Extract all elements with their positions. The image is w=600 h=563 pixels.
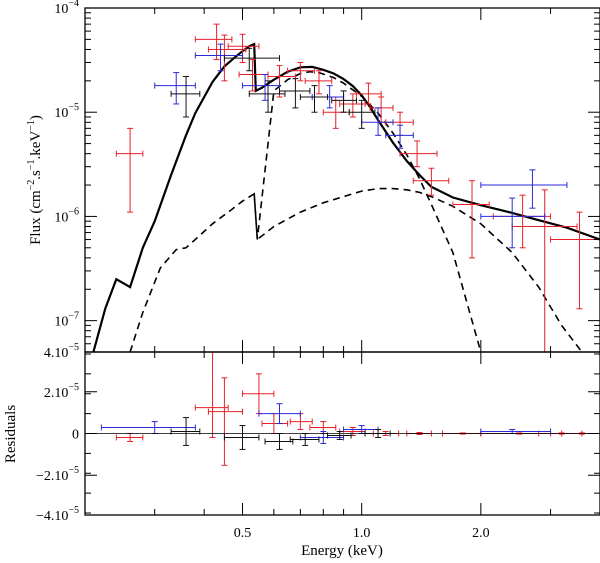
data-point-black-4 <box>299 85 329 113</box>
residuals-y-ticks: 4.10−5 2.10−5 0 −2.10−5 −4.10−5 <box>36 342 600 524</box>
x-tick-label-0: 0.5 <box>234 526 252 541</box>
data-point-black-3 <box>279 78 311 109</box>
data-point-red-7 <box>304 70 333 95</box>
y-tick-label-0: 10−4 <box>54 0 79 17</box>
residual-point-red-1 <box>194 352 229 438</box>
res-y-tick-label-0: 4.10−5 <box>44 342 79 361</box>
residual-point-black-1 <box>223 425 260 450</box>
res-y-tick-label-3: −2.10−5 <box>36 465 79 484</box>
residual-point-red-5 <box>289 413 313 431</box>
data-point-blue-5 <box>385 124 414 149</box>
data-point-blue-7 <box>480 197 546 249</box>
spectrum-y-axis-title: Flux (cm−2.s−1.keV−1) <box>26 115 44 245</box>
res-y-tick-label-1: 2.10−5 <box>44 382 79 401</box>
res-y-tick-label-2: 0 <box>72 428 79 443</box>
residual-point-black-2 <box>264 433 294 450</box>
residuals-y-axis-title: Residuals <box>3 405 19 463</box>
data-point-red-11 <box>369 96 394 123</box>
y-tick-label-1: 10−5 <box>54 102 79 121</box>
residual-point-blue-1 <box>258 403 301 425</box>
residuals-x-ticks <box>84 352 600 515</box>
data-point-red-12 <box>385 111 414 136</box>
model-line-total-model <box>92 42 600 352</box>
data-point-red-14 <box>412 167 450 196</box>
spectrum-frame <box>84 7 600 353</box>
residual-point-black-4 <box>327 431 352 440</box>
residual-point-black-3 <box>289 433 320 446</box>
spectrum-x-ticks <box>84 8 600 352</box>
data-point-red-18 <box>550 211 600 310</box>
spectrum-y-ticks: 10−4 10−5 10−6 10−7 <box>54 0 600 353</box>
data-point-blue-0 <box>154 72 196 105</box>
data-point-red-6 <box>287 61 316 82</box>
data-point-black-0 <box>170 76 201 118</box>
x-axis-title: Energy (keV) <box>301 543 383 559</box>
data-point-red-1 <box>194 23 233 61</box>
data-point-red-13 <box>399 140 438 168</box>
x-tick-labels: 0.5 1.0 2.0 <box>234 526 490 541</box>
spectrum-panel: 10−4 10−5 10−6 10−7 Flux (cm−2.s−1.keV−1) <box>26 0 600 353</box>
y-tick-label-3: 10−7 <box>54 311 79 330</box>
y-tick-label-2: 10−6 <box>54 206 79 225</box>
residual-point-red-2 <box>207 377 244 466</box>
x-tick-label-1: 1.0 <box>353 526 371 541</box>
model-line-cool-component <box>129 70 482 352</box>
data-point-black-5 <box>331 90 357 113</box>
data-point-blue-6 <box>480 169 568 209</box>
residual-point-black-0 <box>170 417 201 446</box>
data-point-red-10 <box>355 82 382 105</box>
data-point-black-1 <box>223 47 281 72</box>
residual-point-red-3 <box>242 373 275 415</box>
data-point-blue-1 <box>194 43 244 72</box>
data-point-red-15 <box>452 180 490 259</box>
model-line-hot-component <box>253 187 583 352</box>
res-y-tick-label-4: −4.10−5 <box>36 505 79 524</box>
data-point-black-6 <box>348 99 376 129</box>
residual-point-red-4 <box>261 413 289 434</box>
data-point-blue-2 <box>242 74 281 101</box>
residual-point-red-0 <box>115 433 144 442</box>
data-point-red-0 <box>115 127 144 213</box>
residuals-panel: 4.10−5 2.10−5 0 −2.10−5 −4.10−5 Residuals <box>3 342 600 524</box>
data-point-red-3 <box>227 33 260 63</box>
x-tick-label-2: 2.0 <box>472 526 490 541</box>
